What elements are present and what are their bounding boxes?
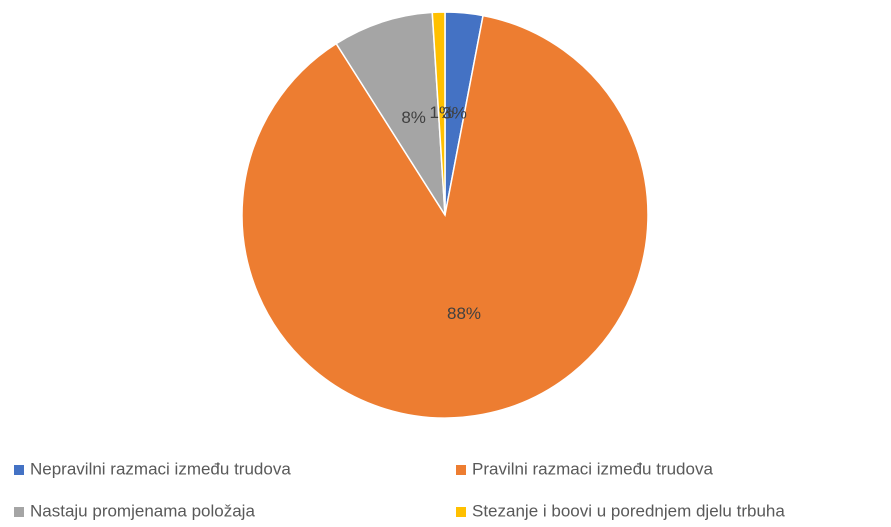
legend-marker	[14, 465, 24, 475]
legend-label: Stezanje i boovi u porednjem djelu trbuh…	[472, 501, 785, 520]
pie-slice	[431, 11, 446, 216]
legend-marker	[456, 507, 466, 517]
data-label: 1%	[430, 103, 455, 122]
data-label: 88%	[447, 304, 481, 323]
legend-marker	[456, 465, 466, 475]
pie-slice	[241, 14, 649, 419]
data-label: 3%	[442, 103, 467, 122]
legend-label: Nastaju promjenama položaja	[30, 501, 255, 520]
legend-label: Pravilni razmaci između trudova	[472, 459, 713, 478]
pie-slice	[335, 11, 446, 216]
legend-label: Nepravilni razmaci između trudova	[30, 459, 291, 478]
data-label: 8%	[401, 108, 426, 127]
legend-marker	[14, 507, 24, 517]
